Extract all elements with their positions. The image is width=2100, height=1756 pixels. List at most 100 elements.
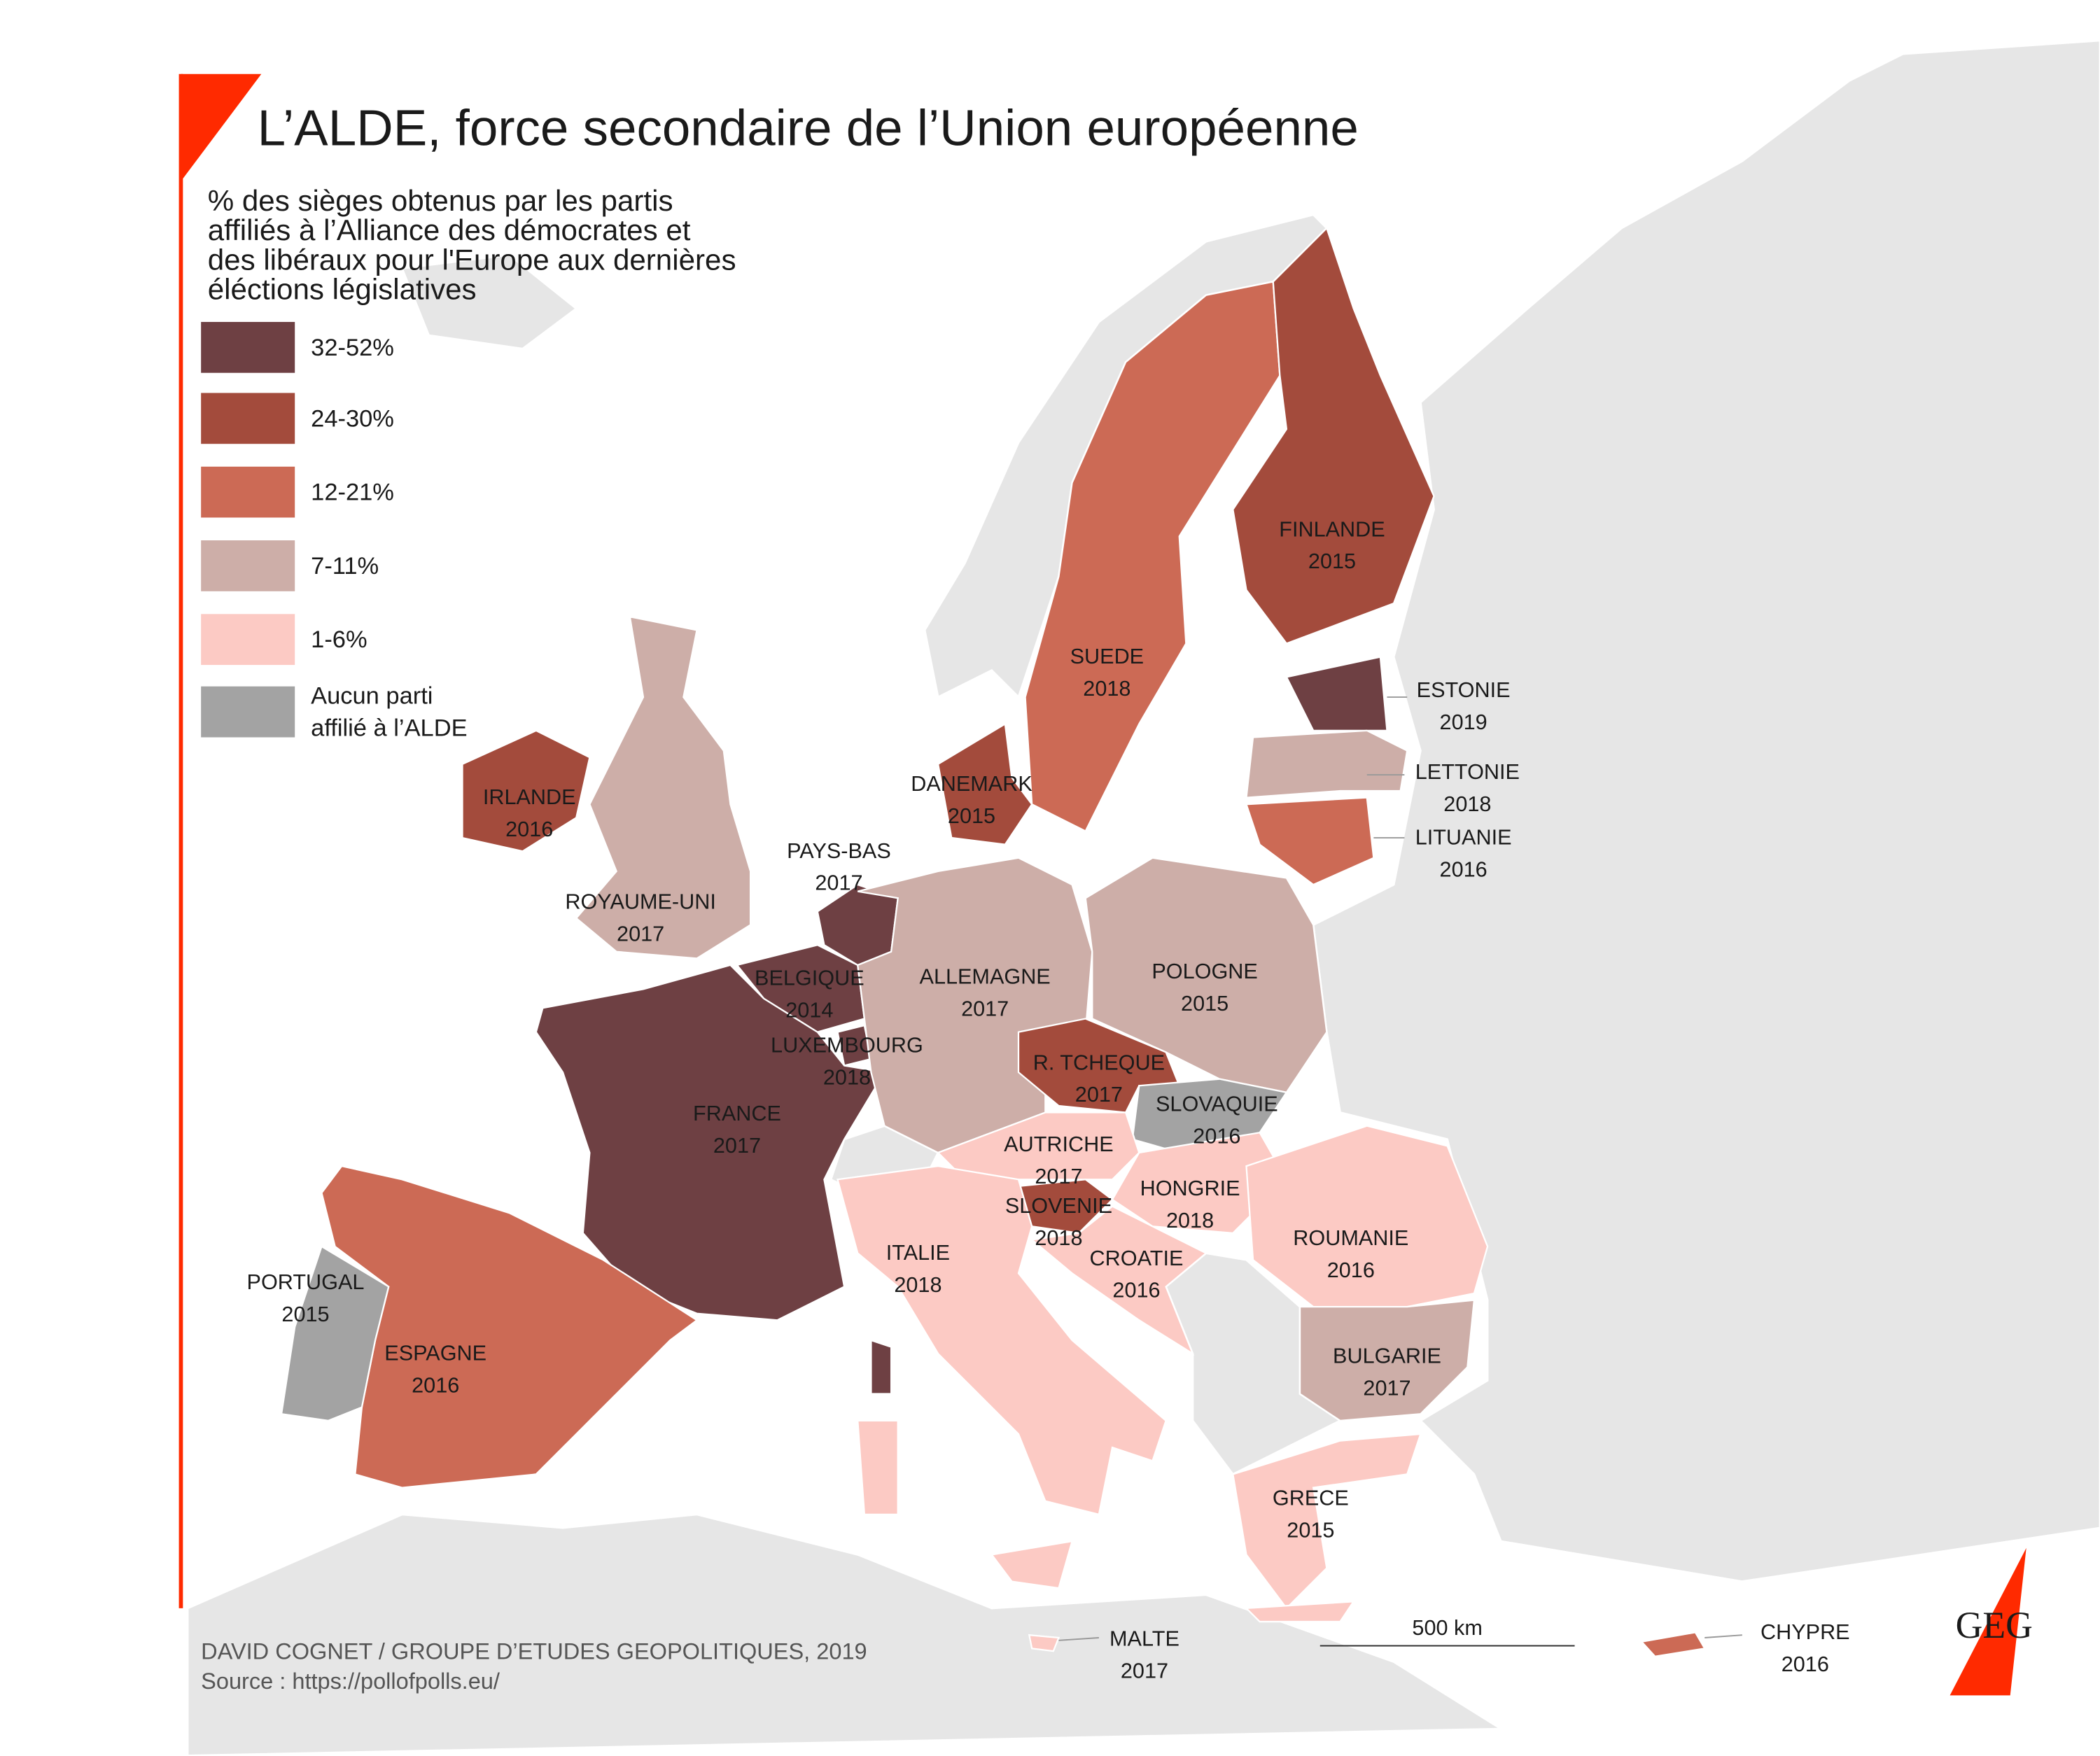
country-shape [1232, 1433, 1422, 1610]
north-africa [186, 1513, 1505, 1756]
country-shape [990, 1540, 1074, 1589]
country-shape [535, 964, 886, 1321]
legend-label: 7-11% [311, 553, 379, 580]
country-shape [1298, 1299, 1476, 1422]
country-name: ROUMANIE [1293, 1226, 1408, 1250]
country-name: ESTONIE [1417, 678, 1511, 702]
country-name: BULGARIE [1333, 1344, 1441, 1368]
country-shape [1285, 656, 1388, 732]
leader-line [1058, 1637, 1099, 1641]
country-shape [1245, 729, 1408, 799]
country-year: 2019 [1440, 710, 1488, 734]
country-name: POLOGNE [1152, 960, 1257, 983]
country-shape [1111, 1131, 1288, 1235]
country-name: LETTONIE [1415, 760, 1520, 784]
legend-label: 24-30% [311, 405, 394, 432]
countries [280, 226, 1707, 1658]
country-year: 2014 [785, 999, 833, 1023]
country-shape [857, 1419, 899, 1516]
country-shape [321, 1165, 699, 1489]
country-year: 2017 [1075, 1083, 1123, 1107]
subtitle-line: affiliés à l’Alliance des démocrates et [208, 213, 691, 246]
legend-swatch [201, 614, 295, 666]
subtitle: % des sièges obtenus par les partisaffil… [208, 184, 736, 305]
country-year: 2018 [1166, 1209, 1214, 1232]
country-name: LITUANIE [1415, 826, 1512, 850]
country-year: 2016 [412, 1374, 459, 1398]
country-shape [1232, 226, 1435, 645]
leader-lines [1058, 696, 1742, 1641]
logo: GEG [1956, 1604, 2033, 1646]
country-name: LUXEMBOURG [771, 1033, 923, 1057]
country-year: 2017 [617, 922, 664, 946]
country-name: MALTE [1110, 1627, 1180, 1651]
country-shape [836, 1165, 1167, 1516]
country-name: BELGIQUE [755, 967, 864, 990]
country-name: AUTRICHE [1004, 1132, 1114, 1156]
country-name: FRANCE [693, 1102, 781, 1125]
country-name: SLOVENIE [1005, 1194, 1112, 1218]
subtitle-line: éléctions législatives [208, 272, 477, 305]
country-year: 2016 [505, 817, 553, 841]
country-year: 2016 [1112, 1279, 1160, 1302]
iceland [400, 253, 578, 350]
non-eu-land [186, 39, 2100, 1756]
country-name: SUEDE [1070, 645, 1144, 668]
country-year: 2017 [1035, 1165, 1082, 1188]
country-shape [1245, 796, 1375, 886]
country-name: CROATIE [1090, 1246, 1184, 1270]
country-name: ITALIE [886, 1241, 950, 1265]
country-year: 2017 [713, 1134, 761, 1158]
country-shape [1244, 1601, 1355, 1623]
scale-label: 500 km [1412, 1616, 1482, 1640]
country-shape [461, 729, 591, 852]
country-shape [1028, 1634, 1060, 1652]
country-shape [280, 1245, 390, 1422]
country-shape [870, 1339, 892, 1395]
source: Source : https://pollofpolls.eu/ [201, 1669, 500, 1694]
country-name: FINLANDE [1279, 517, 1385, 541]
country-year: 2017 [1121, 1659, 1168, 1683]
country-shape [1245, 1125, 1489, 1308]
country-year: 2016 [1440, 858, 1488, 882]
legend-swatch [201, 466, 295, 518]
country-name: PAYS-BAS [787, 839, 891, 863]
country-name: ROYAUME-UNI [565, 890, 716, 914]
country-name: IRLANDE [483, 785, 576, 809]
legend: 32-52% 24-30% 12-21% 7-11% 1-6% Aucun parti af… [201, 321, 468, 742]
country-year: 2017 [815, 871, 862, 895]
country-year: 2015 [1287, 1518, 1334, 1542]
legend-label: 12-21% [311, 479, 394, 506]
legend-label: Aucun parti [311, 683, 433, 710]
country-year: 2018 [1083, 677, 1130, 701]
legend-label: affilié à l’ALDE [311, 715, 467, 742]
country-name: R. TCHEQUE [1033, 1051, 1165, 1074]
country-year: 2018 [1443, 792, 1491, 816]
country-year: 2016 [1782, 1652, 1829, 1676]
country-shape [575, 615, 752, 960]
country-year: 2015 [281, 1302, 329, 1326]
country-name: HONGRIE [1140, 1176, 1240, 1200]
country-year: 2018 [894, 1273, 941, 1297]
country-year: 2017 [961, 997, 1009, 1021]
country-name: CHYPRE [1760, 1620, 1850, 1644]
country-name: ESPAGNE [384, 1342, 486, 1365]
subtitle-line: % des sièges obtenus par les partis [208, 184, 673, 217]
country-shape [1030, 1205, 1208, 1356]
legend-label: 32-52% [311, 335, 394, 361]
credit: DAVID COGNET / GROUPE D’ETUDES GEOPOLITI… [201, 1639, 867, 1664]
country-name: GRECE [1273, 1486, 1349, 1510]
country-name: DANEMARK [911, 772, 1032, 796]
title: L’ALDE, force secondaire de l’Union euro… [258, 99, 1359, 156]
country-year: 2016 [1327, 1258, 1375, 1282]
country-year: 2015 [1308, 549, 1356, 573]
country-name: PORTUGAL [247, 1270, 365, 1294]
country-year: 2017 [1363, 1376, 1410, 1400]
legend-swatch [201, 540, 295, 591]
subtitle-line: des libéraux pour l'Europe aux dernières [208, 243, 736, 276]
country-year: 2015 [1181, 992, 1228, 1016]
country-name: SLOVAQUIE [1156, 1093, 1278, 1116]
country-name: ALLEMAGNE [920, 965, 1051, 989]
country-year: 2018 [823, 1065, 871, 1089]
